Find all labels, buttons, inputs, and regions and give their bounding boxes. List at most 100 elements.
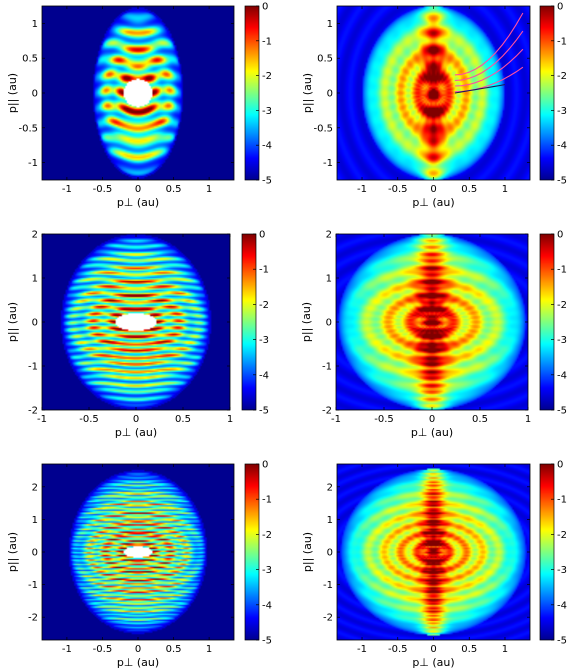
- colorbar-tick-label: -3: [557, 565, 567, 576]
- colorbar-tick-label: -5: [557, 636, 567, 647]
- y-tick-label: 0: [327, 548, 333, 559]
- colorbar-tick-label: -4: [557, 370, 567, 381]
- y-tick-label: 1: [326, 274, 332, 285]
- heatmap-image: [336, 234, 528, 410]
- x-tick-label: 1: [206, 644, 212, 655]
- x-axis-label: p⊥ (au): [412, 196, 454, 209]
- x-axis-label: p⊥ (au): [411, 426, 453, 439]
- colorbar: [540, 234, 554, 410]
- x-tick-label: 1: [502, 184, 508, 195]
- y-axis-label: p|| (au): [300, 302, 313, 342]
- y-axis-label: p|| (au): [6, 73, 19, 113]
- x-tick-label: -1: [357, 184, 367, 195]
- colorbar-tick-label: -1: [557, 265, 567, 276]
- y-tick-label: -1: [323, 158, 333, 169]
- y-tick-label: 0: [327, 89, 333, 100]
- trajectory-line: [454, 84, 506, 94]
- x-tick-label: -0.5: [93, 644, 113, 655]
- colorbar-tick-label: -2: [262, 530, 272, 541]
- x-axis-label: p⊥ (au): [117, 656, 159, 669]
- panel-1: -1 -0.5 0 0.5 1 -1 -0.5 0 0.5 1 p⊥ (au) p|| (au) 0 -1…: [6, 2, 272, 210]
- x-tick-label: 0: [430, 184, 436, 195]
- colorbar-tick-label: 0: [557, 230, 563, 241]
- x-tick-label: 0.5: [461, 184, 477, 195]
- x-tick-label: 0.5: [175, 414, 191, 425]
- x-tick-label: 1: [502, 644, 508, 655]
- heatmap-image: [337, 464, 530, 640]
- colorbar-tick-label: -5: [262, 636, 272, 647]
- y-tick-label: 1: [32, 515, 38, 526]
- y-tick-label: -0.5: [18, 123, 38, 134]
- y-tick-label: 0.5: [317, 54, 333, 65]
- colorbar-tick-label: -5: [557, 176, 567, 187]
- y-axis-label: p|| (au): [6, 532, 19, 572]
- panel-6: -1 -0.5 0 0.5 1 -2 -1 0 1 2 p⊥ (au) p|| (au) 0 -1 -2 -3…: [301, 460, 567, 670]
- y-tick-label: -1: [322, 362, 332, 373]
- y-tick-label: -1: [28, 158, 38, 169]
- x-tick-label: -1: [62, 644, 72, 655]
- colorbar-tick-label: 0: [259, 230, 265, 241]
- y-tick-label: 1: [327, 19, 333, 30]
- colorbar-tick-label: -4: [259, 370, 269, 381]
- x-tick-label: -0.5: [93, 184, 113, 195]
- x-tick-label: -1: [62, 184, 72, 195]
- y-tick-label: 1: [327, 515, 333, 526]
- colorbar-tick-label: -2: [259, 300, 269, 311]
- x-tick-label: 0: [133, 414, 139, 425]
- y-tick-label: -0.5: [313, 123, 333, 134]
- trajectory-line: [454, 12, 524, 76]
- colorbar-frame: [539, 5, 555, 181]
- overlay-lines: [454, 12, 524, 94]
- colorbar-frame: [241, 233, 257, 411]
- x-tick-label: -0.5: [374, 414, 394, 425]
- colorbar-tick-label: 0: [557, 2, 563, 13]
- y-tick-label: 2: [327, 482, 333, 493]
- x-tick-label: -1: [331, 414, 341, 425]
- colorbar-tick-label: -1: [557, 36, 567, 47]
- colorbar-frame: [244, 5, 260, 181]
- x-tick-label: 0.5: [472, 414, 488, 425]
- y-tick-label: -2: [322, 406, 332, 417]
- panel-2: -1 -0.5 0 0.5 1 -1 -0.5 0 0.5 1 p⊥ (au) p|| (au) 0 -1…: [301, 2, 567, 210]
- y-tick-label: 0: [32, 318, 38, 329]
- x-axis-label: p⊥ (au): [117, 196, 159, 209]
- x-axis-label: p⊥ (au): [115, 426, 157, 439]
- y-tick-label: 1: [32, 19, 38, 30]
- y-axis-label: p|| (au): [301, 532, 314, 572]
- x-tick-label: 0.5: [461, 644, 477, 655]
- x-tick-label: 0: [429, 414, 435, 425]
- colorbar-tick-label: -5: [262, 176, 272, 187]
- x-tick-label: -1: [37, 414, 47, 425]
- colorbar-tick-label: -5: [259, 406, 269, 417]
- heatmap-image: [42, 234, 230, 410]
- colorbar-tick-label: -1: [557, 495, 567, 506]
- colorbar-tick-label: -4: [262, 600, 272, 611]
- x-axis-label: p⊥ (au): [412, 656, 454, 669]
- colorbar-tick-label: -3: [259, 335, 269, 346]
- x-tick-label: 1: [525, 414, 531, 425]
- colorbar: [242, 234, 256, 410]
- x-tick-label: -0.5: [388, 644, 408, 655]
- x-tick-label: 0: [430, 644, 436, 655]
- x-tick-label: 0: [135, 644, 141, 655]
- x-tick-label: -1: [357, 644, 367, 655]
- colorbar: [245, 464, 259, 640]
- x-tick-label: 1: [206, 184, 212, 195]
- y-tick-label: 0: [326, 318, 332, 329]
- colorbar-tick-label: -4: [262, 141, 272, 152]
- colorbar-tick-label: -4: [557, 141, 567, 152]
- colorbar-tick-label: -1: [259, 265, 269, 276]
- y-tick-label: 0: [32, 548, 38, 559]
- colorbar-frame: [244, 463, 260, 641]
- y-axis-label: p|| (au): [301, 73, 314, 113]
- x-tick-label: 0: [135, 184, 141, 195]
- x-tick-label: -0.5: [388, 184, 408, 195]
- colorbar-frame: [539, 463, 555, 641]
- colorbar-tick-label: -2: [262, 71, 272, 82]
- colorbar-tick-label: -3: [262, 565, 272, 576]
- colorbar: [540, 6, 554, 180]
- colorbar: [540, 464, 554, 640]
- y-tick-label: -2: [323, 613, 333, 624]
